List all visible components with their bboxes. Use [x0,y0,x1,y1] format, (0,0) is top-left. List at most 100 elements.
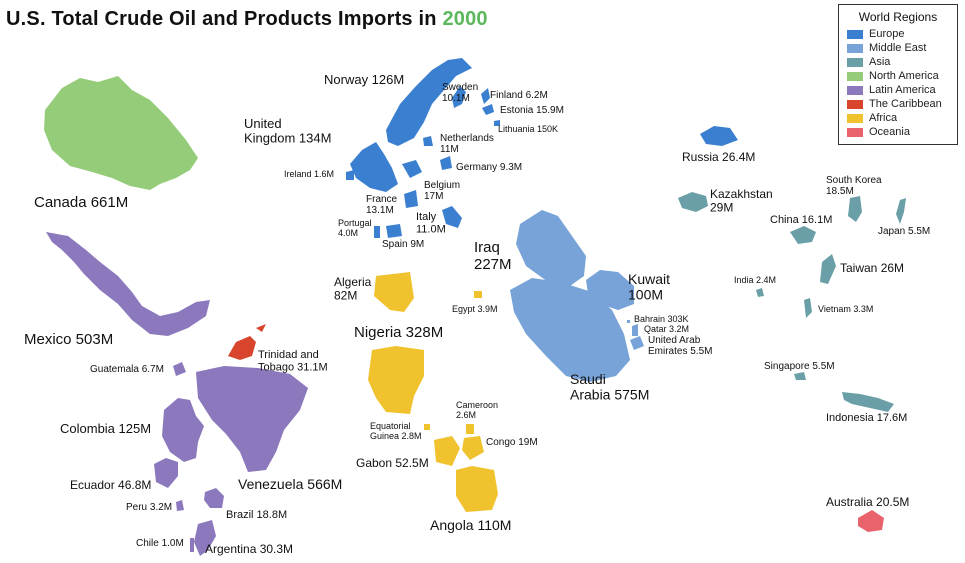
country-label-line: 4.0M [338,228,358,238]
country-label-line: Canada 661M [34,194,128,211]
france-label: France 13.1M [366,194,398,216]
country-label-line: 227M [474,256,512,273]
netherlands-shape [423,136,433,146]
uae-label: United Arab Emirates 5.5M [648,335,712,357]
country-label-line: Gabon 52.5M [356,456,429,470]
country-label-line: Congo 19M [486,437,538,448]
country-label-line: Japan 5.5M [878,226,930,237]
germany-label: Germany 9.3M [456,162,522,173]
ecuador-label: Ecuador 46.8M [70,478,151,492]
country-label-line: 82M [334,288,357,302]
ireland-label: Ireland 1.6M [284,169,334,179]
vietnam-label: Vietnam 3.3M [818,304,873,314]
country-label-line: Venezuela 566M [238,476,342,492]
india-label: India 2.4M [734,275,776,285]
country-label-line: 11M [440,144,459,155]
country-label-line: France [366,194,398,205]
saudi-label: Saudi Arabia 575M [570,371,649,403]
country-label-line: Equatorial [370,421,411,431]
colombia-label: Colombia 125M [60,421,151,436]
taiwan-shape [820,254,836,284]
legend-swatch [847,29,863,39]
chile-shape [190,538,194,552]
ecuador-shape [154,458,178,488]
country-label-line: Iraq [474,239,500,256]
country-label-line: Italy [416,211,437,223]
nigeria-shape [368,346,424,414]
angola-shape [456,466,498,512]
russia-shape [700,126,738,146]
country-label-line: China 16.1M [770,214,832,226]
peru-shape [176,500,184,511]
country-label-line: 29M [710,200,733,214]
country-label-line: 100M [628,287,663,303]
brazil-shape [204,488,224,508]
netherlands-label: Netherlands 11M [440,133,494,155]
venezuela-shape [196,366,308,472]
mexico-shape [46,232,210,336]
china-shape [790,226,816,244]
country-label-line: Kuwait [628,271,670,287]
country-label-line: Nigeria 328M [354,324,443,341]
country-label-line: Vietnam 3.3M [818,304,873,314]
country-label-line: Sweden [442,82,478,93]
canada-label: Canada 661M [34,194,128,211]
country-label-line: Russia 26.4M [682,150,755,164]
country-label-line: Emirates 5.5M [648,346,712,357]
kazakhstan-label: Kazakhstan 29M [710,187,773,214]
lithuania-label: Lithuania 150K [498,124,558,134]
chile-label: Chile 1.0M [136,538,184,549]
spain-label: Spain 9M [382,239,424,250]
legend-item: Africa [839,111,957,125]
congo-label: Congo 19M [486,437,538,448]
uk-shape [350,142,398,192]
country-label-line: Brazil 18.8M [226,509,287,521]
india-shape [756,288,764,297]
legend-item: Latin America [839,83,957,97]
legend-swatch [847,113,863,123]
country-label-line: Belgium [424,180,460,191]
congo-shape [462,436,484,460]
country-label-line: 2.6M [456,410,476,420]
kuwait-label: Kuwait 100M [628,271,670,303]
country-label-line: 10.1M [442,93,470,104]
trinidad-label: Trinidad and Tobago 31.1M [258,349,328,373]
germany-shape [440,156,452,170]
legend-label: Oceania [869,126,910,138]
legend-swatch [847,99,863,109]
country-label-line: Tobago 31.1M [258,361,328,373]
russia-label: Russia 26.4M [682,150,755,164]
sweden-shape [452,86,466,108]
algeria-label: Algeria 82M [334,275,372,302]
country-label-line: Taiwan 26M [840,261,904,275]
country-label-line: Guatemala 6.7M [90,364,164,375]
country-label-line: Algeria [334,275,372,289]
country-label-line: South Korea [826,175,882,186]
legend-swatch [847,57,863,67]
country-label-line: Bahrain 303K [634,314,689,324]
legend-label: Latin America [869,84,936,96]
map-title: U.S. Total Crude Oil and Products Import… [6,8,488,31]
country-label-line: Qatar 3.2M [644,324,689,334]
legend-label: Middle East [869,42,927,54]
sweden-label: Sweden 10.1M [442,82,478,104]
country-label-line: Estonia 15.9M [500,105,564,116]
country-label-line: Ecuador 46.8M [70,478,151,492]
algeria-shape [374,272,414,312]
belgium-shape [402,160,422,178]
country-label-line: Australia 20.5M [826,495,909,509]
country-label-line: 13.1M [366,205,394,216]
country-label-line: Saudi [570,371,606,387]
italy-shape [442,206,462,228]
brazil-label: Brazil 18.8M [226,509,287,521]
uk-label: United Kingdom 134M [244,116,331,146]
legend-item: Europe [839,27,957,41]
saudi-shape [510,278,630,382]
iraq-shape [516,210,586,286]
qatar-label: Qatar 3.2M [644,324,689,334]
mexico-label: Mexico 503M [24,331,113,348]
country-label-line: Guinea 2.8M [370,431,422,441]
qatar-shape [632,324,638,336]
legend-item: Oceania [839,125,957,139]
iraq-label: Iraq 227M [474,239,512,273]
